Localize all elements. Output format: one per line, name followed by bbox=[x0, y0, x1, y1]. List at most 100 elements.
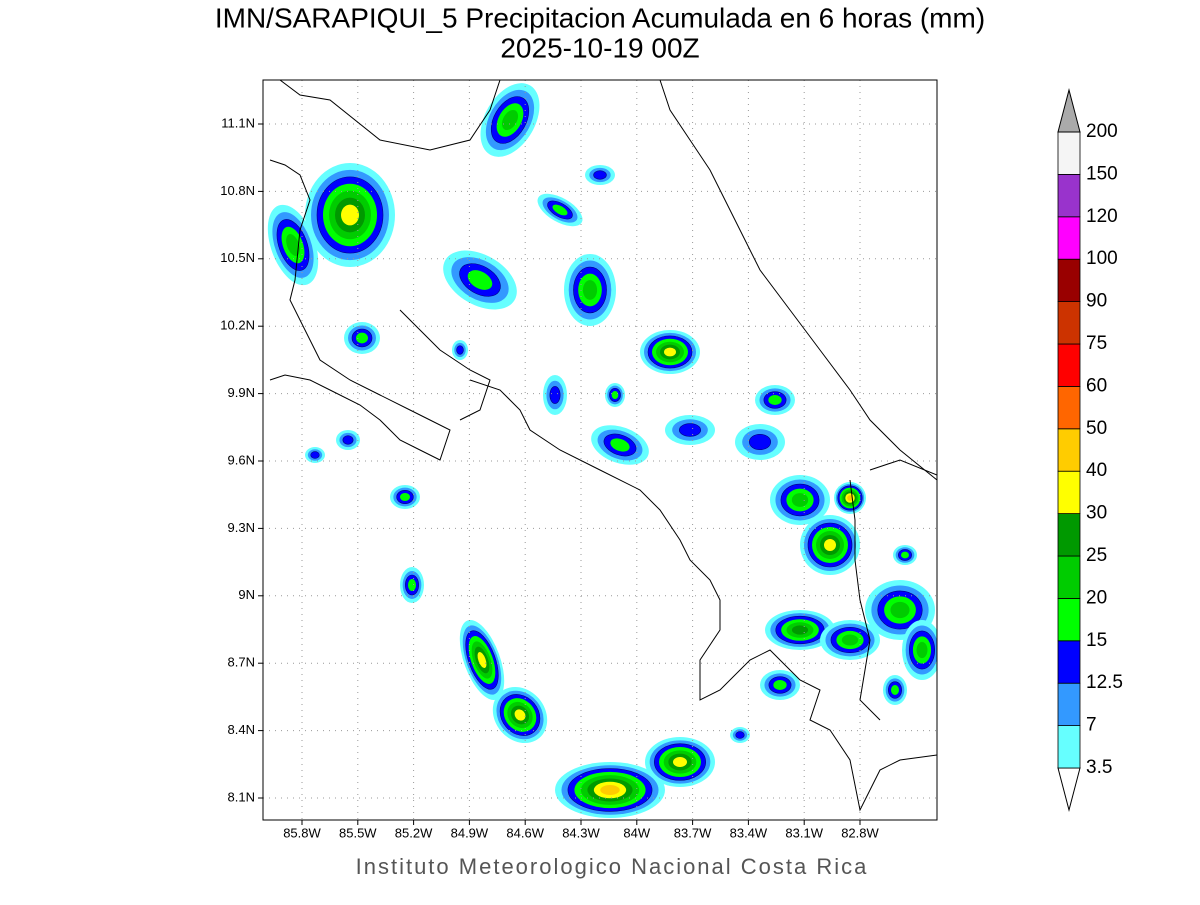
lat-tick-label: 9.3N bbox=[228, 520, 255, 535]
colorbar-box bbox=[1057, 513, 1081, 557]
colorbar-label: 3.5 bbox=[1086, 757, 1112, 778]
footer: Instituto Meteorologico Nacional Costa R… bbox=[356, 854, 869, 879]
rain-cell bbox=[600, 785, 620, 795]
lat-tick-label: 11.1N bbox=[221, 115, 255, 130]
lat-tick-label: 9.6N bbox=[228, 452, 255, 467]
lon-tick-label: 84.3W bbox=[562, 825, 600, 840]
grid: 85.8W 85.5W 85.2W 84.9W 84.6W 84.3W 84W 83.7W 83… bbox=[220, 80, 937, 840]
colorbar-under bbox=[1057, 767, 1081, 812]
lat-tick-label: 9.9N bbox=[228, 385, 255, 400]
rain-cell bbox=[310, 451, 320, 459]
colorbar-box bbox=[1057, 598, 1081, 642]
colorbar-label: 7 bbox=[1086, 715, 1097, 736]
rain-cell bbox=[514, 709, 526, 721]
colorbar-box bbox=[1057, 301, 1081, 345]
rain-cell bbox=[664, 347, 676, 357]
lon-tick-label: 82.8W bbox=[841, 825, 879, 840]
border bbox=[869, 459, 937, 476]
colorbar-label: 75 bbox=[1086, 333, 1107, 354]
colorbar-label: 200 bbox=[1086, 121, 1118, 142]
rain-cell bbox=[456, 345, 464, 355]
coastline bbox=[399, 309, 491, 421]
colorbar-label: 20 bbox=[1086, 587, 1107, 608]
rain-cell bbox=[768, 395, 782, 405]
lon-tick-label: 84W bbox=[623, 825, 650, 840]
coastline bbox=[269, 159, 451, 461]
coastline bbox=[659, 80, 937, 481]
rain-cell bbox=[824, 539, 836, 551]
colorbar-label: 30 bbox=[1086, 503, 1107, 524]
colorbar-box bbox=[1057, 385, 1081, 430]
border bbox=[849, 479, 881, 721]
lat-tick-label: 10.8N bbox=[220, 183, 255, 198]
rain-cell bbox=[916, 641, 928, 659]
rain-cell bbox=[748, 433, 772, 451]
colorbar-box bbox=[1057, 555, 1081, 599]
lat-tick-label: 10.5N bbox=[220, 250, 255, 265]
rain-cell bbox=[673, 757, 687, 767]
coastline bbox=[469, 379, 937, 812]
rain-cell bbox=[791, 625, 809, 635]
lon-tick-label: 83.7W bbox=[674, 825, 712, 840]
coastline bbox=[279, 80, 501, 151]
colorbar-label: 60 bbox=[1086, 375, 1107, 396]
colorbar-box bbox=[1057, 640, 1081, 684]
colorbar-box bbox=[1057, 682, 1081, 727]
colorbar-label: 150 bbox=[1086, 163, 1118, 184]
colorbar-over bbox=[1057, 88, 1081, 133]
lat-tick-label: 8.1N bbox=[228, 789, 255, 804]
colorbar-label: 40 bbox=[1086, 460, 1107, 481]
rain-cell bbox=[286, 234, 300, 256]
rain-cell bbox=[549, 386, 561, 404]
lon-tick-label: 85.5W bbox=[339, 825, 377, 840]
colorbar-label: 100 bbox=[1086, 248, 1118, 269]
rain-cell bbox=[791, 493, 809, 507]
colorbar-label: 120 bbox=[1086, 206, 1118, 227]
lon-tick-label: 84.9W bbox=[451, 825, 489, 840]
rain-cell bbox=[610, 438, 630, 452]
colorbar-box bbox=[1057, 470, 1081, 515]
rain-cell bbox=[342, 435, 354, 445]
rain-cell bbox=[678, 423, 702, 437]
colorbar-label: 12.5 bbox=[1086, 672, 1123, 693]
rain-cell bbox=[400, 493, 410, 501]
colorbar-box bbox=[1057, 725, 1081, 769]
lon-tick-label: 83.4W bbox=[730, 825, 768, 840]
lon-tick-label: 85.2W bbox=[395, 825, 433, 840]
lon-tick-label: 85.8W bbox=[283, 825, 321, 840]
rain-cell bbox=[582, 280, 598, 300]
colorbar-label: 15 bbox=[1086, 630, 1107, 651]
title: IMN/SARAPIQUI_5 Precipitacion Acumulada … bbox=[215, 2, 985, 33]
lon-tick-label: 83.1W bbox=[785, 825, 823, 840]
colorbar-label: 90 bbox=[1086, 291, 1107, 312]
coastlines bbox=[269, 80, 937, 812]
colorbar-box bbox=[1057, 428, 1081, 472]
rain-cell bbox=[501, 109, 519, 131]
colorbar-label: 25 bbox=[1086, 545, 1107, 566]
rain-cell bbox=[593, 170, 607, 180]
colorbar-box bbox=[1057, 343, 1081, 387]
colorbar-box bbox=[1057, 131, 1081, 175]
rain-cell bbox=[408, 579, 416, 591]
lat-tick-label: 8.4N bbox=[228, 722, 255, 737]
colorbar-box bbox=[1057, 216, 1081, 260]
lat-tick-label: 10.2N bbox=[220, 318, 255, 333]
precipitation-field bbox=[267, 83, 937, 818]
colorbar-label: 50 bbox=[1086, 418, 1107, 439]
rain-cell bbox=[901, 551, 909, 559]
subtitle: 2025-10-19 00Z bbox=[500, 32, 699, 63]
lat-tick-label: 9N bbox=[238, 587, 255, 602]
lon-tick-label: 84.6W bbox=[506, 825, 544, 840]
rain-cell bbox=[477, 652, 487, 668]
lat-tick-label: 8.7N bbox=[228, 655, 255, 670]
rain-cell bbox=[841, 634, 859, 646]
rain-cell bbox=[773, 680, 787, 690]
map-frame bbox=[262, 79, 938, 821]
rain-cell bbox=[891, 685, 899, 695]
rain-cell bbox=[552, 204, 568, 216]
rain-cell bbox=[467, 270, 493, 290]
colorbar-box bbox=[1057, 258, 1081, 303]
rain-cell bbox=[356, 332, 368, 344]
rain-cell bbox=[611, 391, 619, 399]
